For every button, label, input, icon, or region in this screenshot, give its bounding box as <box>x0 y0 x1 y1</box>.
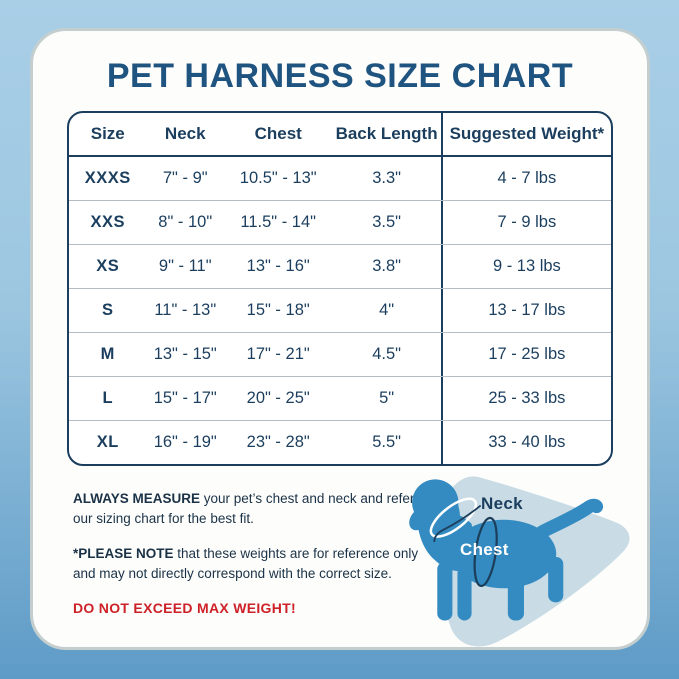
cell-weight: 13 - 17 lbs <box>440 289 611 332</box>
table-row: XXXS 7" - 9" 10.5" - 13" 3.3" 4 - 7 lbs <box>69 157 611 200</box>
cell-neck: 13" - 15" <box>153 345 217 363</box>
cell-neck: 15" - 17" <box>153 389 217 407</box>
size-chart-card: PET HARNESS SIZE CHART Size Neck Chest B… <box>30 28 650 650</box>
cell-back-length: 3.5" <box>372 213 401 231</box>
header-chest: Chest <box>254 124 302 143</box>
cell-chest: 17" - 21" <box>246 345 310 363</box>
header-size: Size <box>90 124 125 143</box>
dog-hind-leg <box>548 557 564 603</box>
dog-illustration <box>409 476 630 647</box>
cell-neck: 9" - 11" <box>158 257 212 275</box>
cell-neck: 8" - 10" <box>158 213 213 231</box>
table-row: L 15" - 17" 20" - 25" 5" 25 - 33 lbs <box>69 376 611 420</box>
table-row: XS 9" - 11" 13" - 16" 3.8" 9 - 13 lbs <box>69 244 611 288</box>
cell-neck: 11" - 13" <box>154 301 217 319</box>
table-row: M 13" - 15" 17" - 21" 4.5" 17 - 25 lbs <box>69 332 611 376</box>
cell-weight: 4 - 7 lbs <box>440 157 611 200</box>
dog-measurement-diagram: Neck Chest <box>401 461 653 653</box>
max-weight-warning: DO NOT EXCEED MAX WEIGHT! <box>73 600 296 616</box>
cell-chest: 20" - 25" <box>246 389 310 407</box>
cell-chest: 23" - 28" <box>246 433 310 451</box>
header-back-length: Back Length <box>335 124 438 143</box>
table-header-row: Size Neck Chest Back Length Suggested We… <box>69 113 611 157</box>
cell-back-length: 5" <box>379 389 395 407</box>
please-note-text: that these weights are for reference onl… <box>73 545 419 581</box>
cell-size: XS <box>96 257 120 275</box>
cell-neck: 7" - 9" <box>162 169 208 187</box>
cell-weight: 7 - 9 lbs <box>440 201 611 244</box>
dog-tail <box>535 498 604 539</box>
measure-note: ALWAYS MEASURE your pet’s chest and neck… <box>73 489 431 530</box>
neck-measure-loop <box>429 497 478 538</box>
please-note-lead: *PLEASE NOTE <box>73 545 174 561</box>
header-neck: Neck <box>164 124 206 143</box>
measure-note-lead: ALWAYS MEASURE <box>73 491 201 506</box>
cell-chest: 13" - 16" <box>246 257 310 275</box>
cell-weight: 25 - 33 lbs <box>440 377 611 420</box>
cell-size: M <box>100 345 115 363</box>
cell-size: XXXS <box>84 169 131 187</box>
cell-chest: 11.5" - 14" <box>240 213 316 231</box>
cell-size: XXS <box>90 213 126 231</box>
cell-size: L <box>102 389 114 407</box>
dog-front-leg <box>437 562 453 621</box>
size-table: Size Neck Chest Back Length Suggested We… <box>67 111 613 466</box>
cell-size: XL <box>96 433 119 451</box>
please-note: *PLEASE NOTE that these weights are for … <box>73 544 431 585</box>
measure-note-text: your pet’s chest and neck and refer to o… <box>73 491 430 527</box>
cell-back-length: 4" <box>379 301 395 319</box>
cell-size: S <box>101 301 114 319</box>
footnotes: ALWAYS MEASURE your pet’s chest and neck… <box>73 489 431 633</box>
table-row: XL 16" - 19" 23" - 28" 5.5" 33 - 40 lbs <box>69 420 611 464</box>
page-title: PET HARNESS SIZE CHART <box>106 57 574 95</box>
cell-back-length: 4.5" <box>372 345 401 363</box>
chest-measure-loop <box>473 516 498 588</box>
cell-back-length: 3.3" <box>372 169 401 187</box>
table-row: XXS 8" - 10" 11.5" - 14" 3.5" 7 - 9 lbs <box>69 200 611 244</box>
dog-front-leg <box>457 566 472 621</box>
neck-label-pointer-line <box>433 504 482 542</box>
cell-back-length: 5.5" <box>372 433 401 451</box>
table-row: S 11" - 13" 15" - 18" 4" 13 - 17 lbs <box>69 288 611 332</box>
cell-weight: 17 - 25 lbs <box>440 333 611 376</box>
header-suggested-weight: Suggested Weight* <box>440 113 611 155</box>
chest-label: Chest <box>460 540 509 559</box>
dog-hind-leg <box>507 566 524 621</box>
neck-label: Neck <box>481 494 523 513</box>
cell-chest: 10.5" - 13" <box>239 169 317 187</box>
cell-weight: 33 - 40 lbs <box>440 421 611 464</box>
cell-weight: 9 - 13 lbs <box>440 245 611 288</box>
cell-back-length: 3.8" <box>372 257 401 275</box>
cell-neck: 16" - 19" <box>153 433 217 451</box>
cell-chest: 15" - 18" <box>246 301 310 319</box>
